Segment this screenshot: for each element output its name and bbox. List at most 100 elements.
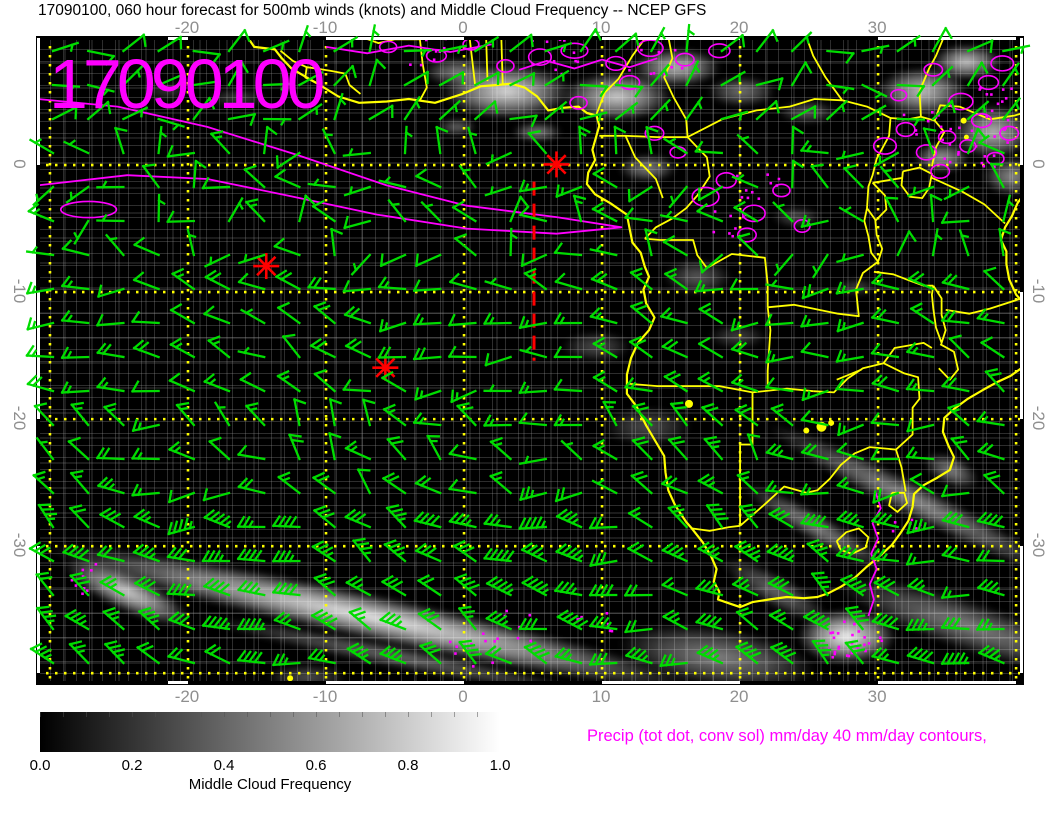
cloud-patch (617, 153, 678, 182)
country-border (882, 341, 933, 364)
precip-dot (918, 523, 922, 526)
precip-contour-blob (496, 58, 515, 73)
precip-dot (728, 232, 731, 235)
precip-dot (775, 184, 779, 187)
precip-dot (1006, 141, 1009, 144)
precip-dot (957, 150, 960, 154)
precip-contour-blob (569, 95, 588, 110)
country-border (644, 237, 769, 308)
precip-contour-blob (895, 121, 916, 138)
barb-full-tick (26, 374, 38, 386)
precip-dot (729, 214, 732, 218)
colorbar-gradient (40, 712, 500, 752)
precip-dot (850, 651, 854, 655)
country-border (872, 176, 904, 184)
precip-dot (985, 115, 989, 119)
precip-dot (82, 587, 86, 590)
precip-contour-blob (618, 74, 641, 91)
precip-contour-blob (527, 48, 553, 66)
precip-contour-blob (605, 55, 627, 72)
lat-tick-left: 0 (10, 159, 29, 169)
precip-dot (481, 632, 485, 636)
precip-dot (438, 50, 442, 54)
precip-contour-blob (959, 139, 977, 153)
site-marker-asterisk (546, 154, 567, 175)
precip-dot (563, 39, 566, 42)
datetime-stamp-overlay: 17090100 (49, 45, 325, 123)
precip-dot (847, 654, 851, 658)
precip-dot (657, 50, 661, 54)
precip-dot (574, 59, 577, 63)
colorbar-minor-ticks (40, 712, 500, 717)
precip-dot (591, 624, 595, 628)
colorbar-tick-label: 0.8 (397, 757, 419, 774)
precip-dot (978, 88, 982, 91)
lat-tick-left: -30 (10, 532, 29, 558)
precip-dot (856, 646, 859, 649)
barb-half-tick (31, 320, 37, 330)
precip-dot (757, 197, 761, 200)
precip-dot (90, 569, 93, 572)
barb-half-tick (31, 285, 37, 294)
country-border (945, 297, 1022, 315)
precip-dot (857, 630, 861, 633)
precip-layer (37, 37, 1023, 668)
country-border (626, 382, 814, 394)
country-border (485, 37, 489, 82)
precip-dot (516, 636, 520, 640)
precip-dot (853, 622, 856, 626)
country-border (835, 527, 870, 555)
precip-dot (628, 68, 631, 72)
precip-dot (74, 584, 78, 587)
precip-dot (880, 639, 884, 643)
precip-contour-blob (986, 151, 1005, 166)
precip-dot (576, 617, 580, 621)
precip-contour-blob (990, 55, 1015, 72)
precip-dot (926, 119, 930, 123)
lon-tick-top: -20 (174, 18, 200, 37)
precip-dot (505, 609, 508, 613)
barb-full-tick (26, 317, 33, 331)
precip-dot (496, 637, 499, 641)
precip-dot (1006, 118, 1010, 122)
lake-pan (287, 675, 294, 682)
precip-dot (85, 589, 89, 592)
cloud-patch (208, 87, 268, 108)
precip-dot (833, 652, 837, 656)
map-overlays-svg (37, 37, 1023, 684)
precip-dot (419, 63, 423, 67)
precip-dot (1001, 88, 1005, 91)
country-border (931, 120, 946, 167)
precip-dot (448, 640, 452, 644)
precip-contour-blob (715, 172, 737, 189)
precip-dot (606, 622, 610, 626)
precip-dot (831, 655, 835, 659)
precip-dot (605, 612, 609, 615)
precip-dot (454, 652, 457, 655)
lon-tick-bottom: -10 (312, 687, 338, 706)
precip-dot (529, 639, 533, 643)
precip-dot (713, 210, 717, 213)
country-border (871, 182, 888, 222)
precip-dot (974, 144, 978, 148)
lat-tick-right: -10 (1029, 278, 1048, 304)
precip-dot (70, 578, 74, 582)
precip-dot (528, 613, 532, 617)
precip-contour-blob (741, 204, 766, 223)
site-marker-asterisk (375, 357, 396, 378)
precip-dot (491, 661, 494, 665)
country-border (644, 136, 711, 240)
precip-dot (640, 48, 643, 52)
precip-dot (470, 642, 473, 646)
country-border (805, 37, 843, 101)
precip-dot (980, 161, 984, 165)
precip-dot (893, 521, 897, 524)
precip-contour-blob (674, 52, 695, 67)
precip-dot (432, 58, 436, 62)
precip-dot (744, 213, 748, 217)
precip-contour-blob (59, 200, 118, 219)
country-border (468, 37, 476, 86)
precip-dot (983, 155, 987, 158)
geography-layer (246, 37, 1023, 682)
